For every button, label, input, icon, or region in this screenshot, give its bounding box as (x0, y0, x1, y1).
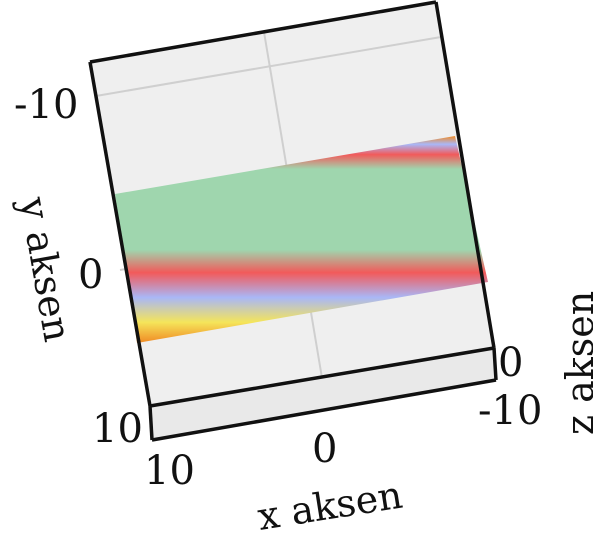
z-tick-label: 0 (498, 340, 523, 386)
x-axis-label: x aksen (255, 473, 406, 535)
floor-pane (150, 348, 496, 440)
x-tick-label: -10 (478, 388, 542, 434)
z-axis-label: z aksen (558, 291, 593, 435)
x-tick-label: 0 (312, 426, 337, 472)
surface-band (115, 136, 488, 343)
y-axis-label: y aksen (11, 193, 80, 345)
x-tick-label: 10 (144, 448, 195, 494)
box-edges (88, 0, 498, 442)
y-tick-label: 0 (78, 252, 103, 298)
y-tick-label: 10 (92, 406, 143, 452)
y-tick-label: -10 (14, 82, 78, 128)
